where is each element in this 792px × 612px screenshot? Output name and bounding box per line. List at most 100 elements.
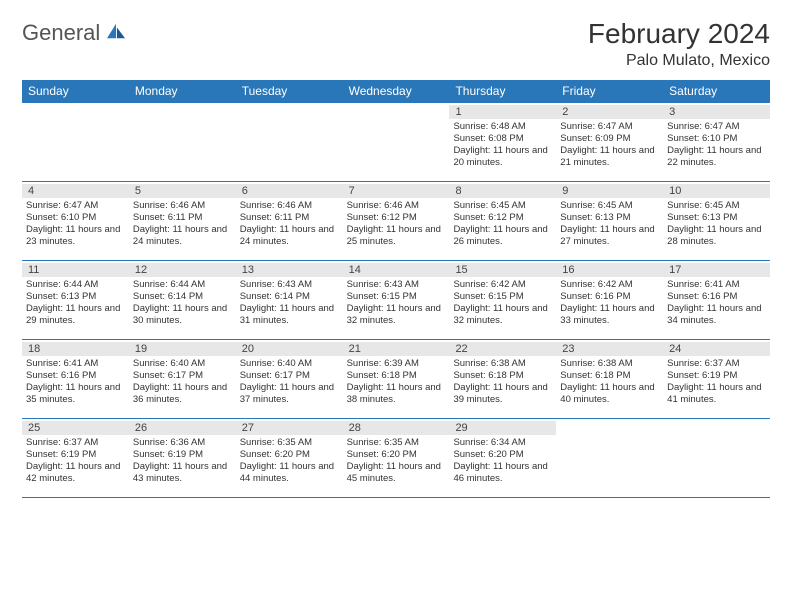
day-cell: 8 Sunrise: 6:45 AMSunset: 6:12 PMDaylight…	[449, 182, 556, 260]
day-number: 20	[236, 342, 343, 356]
day-info: Sunrise: 6:46 AMSunset: 6:11 PMDaylight:…	[133, 200, 232, 248]
day-cell: 21 Sunrise: 6:39 AMSunset: 6:18 PMDayligh…	[343, 340, 450, 418]
day-number: 15	[449, 263, 556, 277]
day-number: 17	[663, 263, 770, 277]
header: General Blue February 2024 Palo Mulato, …	[22, 18, 770, 70]
day-info: Sunrise: 6:48 AMSunset: 6:08 PMDaylight:…	[453, 121, 552, 169]
day-cell: 27Sunrise: 6:35 AMSunset: 6:20 PMDayligh…	[236, 419, 343, 497]
day-number: 6	[236, 184, 343, 198]
day-cell: 19 Sunrise: 6:40 AMSunset: 6:17 PMDayligh…	[129, 340, 236, 418]
day-info: Sunrise: 6:38 AMSunset: 6:18 PMDaylight:…	[560, 358, 659, 406]
day-header: Thursday	[449, 80, 556, 102]
day-cell: 15Sunrise: 6:42 AMSunset: 6:15 PMDayligh…	[449, 261, 556, 339]
day-info: Sunrise: 6:44 AMSunset: 6:14 PMDaylight:…	[133, 279, 232, 327]
day-info: Sunrise: 6:47 AMSunset: 6:10 PMDaylight:…	[667, 121, 766, 169]
day-number: 26	[129, 421, 236, 435]
day-number: 28	[343, 421, 450, 435]
day-info: Sunrise: 6:37 AMSunset: 6:19 PMDaylight:…	[26, 437, 125, 485]
day-number	[22, 105, 129, 119]
day-cell: 16 Sunrise: 6:42 AMSunset: 6:16 PMDayligh…	[556, 261, 663, 339]
day-info: Sunrise: 6:46 AMSunset: 6:11 PMDaylight:…	[240, 200, 339, 248]
day-number	[343, 105, 450, 119]
day-number: 19	[129, 342, 236, 356]
day-cell: 18Sunrise: 6:41 AMSunset: 6:16 PMDayligh…	[22, 340, 129, 418]
day-cell: 28 Sunrise: 6:35 AMSunset: 6:20 PMDayligh…	[343, 419, 450, 497]
calendar-bottom-border	[22, 497, 770, 498]
day-cell: 25Sunrise: 6:37 AMSunset: 6:19 PMDayligh…	[22, 419, 129, 497]
day-number: 10	[663, 184, 770, 198]
empty-cell	[22, 103, 129, 181]
day-cell: 6 Sunrise: 6:46 AMSunset: 6:11 PMDaylight…	[236, 182, 343, 260]
day-header: Wednesday	[343, 80, 450, 102]
day-cell: 14 Sunrise: 6:43 AMSunset: 6:15 PMDayligh…	[343, 261, 450, 339]
day-info: Sunrise: 6:46 AMSunset: 6:12 PMDaylight:…	[347, 200, 446, 248]
day-header: Friday	[556, 80, 663, 102]
day-number	[129, 105, 236, 119]
week-row: 1 Sunrise: 6:48 AMSunset: 6:08 PMDaylight…	[22, 102, 770, 181]
day-info: Sunrise: 6:43 AMSunset: 6:14 PMDaylight:…	[240, 279, 339, 327]
day-number: 22	[449, 342, 556, 356]
title-block: February 2024 Palo Mulato, Mexico	[588, 18, 770, 70]
day-cell: 20 Sunrise: 6:40 AMSunset: 6:17 PMDayligh…	[236, 340, 343, 418]
day-info: Sunrise: 6:45 AMSunset: 6:13 PMDaylight:…	[560, 200, 659, 248]
day-cell: 24 Sunrise: 6:37 AMSunset: 6:19 PMDayligh…	[663, 340, 770, 418]
day-info: Sunrise: 6:44 AMSunset: 6:13 PMDaylight:…	[26, 279, 125, 327]
day-number: 7	[343, 184, 450, 198]
logo-sail-icon	[105, 22, 127, 40]
day-number: 13	[236, 263, 343, 277]
day-number: 12	[129, 263, 236, 277]
week-row: 25Sunrise: 6:37 AMSunset: 6:19 PMDayligh…	[22, 418, 770, 497]
day-number: 21	[343, 342, 450, 356]
day-info: Sunrise: 6:45 AMSunset: 6:12 PMDaylight:…	[453, 200, 552, 248]
day-cell: 17 Sunrise: 6:41 AMSunset: 6:16 PMDayligh…	[663, 261, 770, 339]
day-info: Sunrise: 6:35 AMSunset: 6:20 PMDaylight:…	[347, 437, 446, 485]
day-cell: 7 Sunrise: 6:46 AMSunset: 6:12 PMDaylight…	[343, 182, 450, 260]
day-info: Sunrise: 6:47 AMSunset: 6:09 PMDaylight:…	[560, 121, 659, 169]
day-number: 14	[343, 263, 450, 277]
week-row: 4 Sunrise: 6:47 AMSunset: 6:10 PMDaylight…	[22, 181, 770, 260]
day-info: Sunrise: 6:41 AMSunset: 6:16 PMDaylight:…	[667, 279, 766, 327]
day-info: Sunrise: 6:47 AMSunset: 6:10 PMDaylight:…	[26, 200, 125, 248]
week-row: 11Sunrise: 6:44 AMSunset: 6:13 PMDayligh…	[22, 260, 770, 339]
day-cell: 9 Sunrise: 6:45 AMSunset: 6:13 PMDaylight…	[556, 182, 663, 260]
month-title: February 2024	[588, 18, 770, 50]
day-info: Sunrise: 6:43 AMSunset: 6:15 PMDaylight:…	[347, 279, 446, 327]
day-number: 9	[556, 184, 663, 198]
day-cell: 29Sunrise: 6:34 AMSunset: 6:20 PMDayligh…	[449, 419, 556, 497]
day-cell: 1 Sunrise: 6:48 AMSunset: 6:08 PMDaylight…	[449, 103, 556, 181]
day-number: 8	[449, 184, 556, 198]
day-number: 27	[236, 421, 343, 435]
day-number	[663, 421, 770, 435]
day-header: Saturday	[663, 80, 770, 102]
day-info: Sunrise: 6:40 AMSunset: 6:17 PMDaylight:…	[240, 358, 339, 406]
empty-cell	[663, 419, 770, 497]
day-info: Sunrise: 6:42 AMSunset: 6:16 PMDaylight:…	[560, 279, 659, 327]
location-label: Palo Mulato, Mexico	[588, 52, 770, 70]
day-number: 4	[22, 184, 129, 198]
day-number	[556, 421, 663, 435]
day-header: Sunday	[22, 80, 129, 102]
calendar: SundayMondayTuesdayWednesdayThursdayFrid…	[22, 80, 770, 498]
day-number: 24	[663, 342, 770, 356]
day-cell: 11Sunrise: 6:44 AMSunset: 6:13 PMDayligh…	[22, 261, 129, 339]
day-info: Sunrise: 6:39 AMSunset: 6:18 PMDaylight:…	[347, 358, 446, 406]
empty-cell	[129, 103, 236, 181]
day-info: Sunrise: 6:40 AMSunset: 6:17 PMDaylight:…	[133, 358, 232, 406]
day-number: 16	[556, 263, 663, 277]
empty-cell	[236, 103, 343, 181]
day-number: 2	[556, 105, 663, 119]
day-cell: 2 Sunrise: 6:47 AMSunset: 6:09 PMDaylight…	[556, 103, 663, 181]
day-cell: 5Sunrise: 6:46 AMSunset: 6:11 PMDaylight…	[129, 182, 236, 260]
logo: General Blue	[22, 22, 127, 64]
day-cell: 22Sunrise: 6:38 AMSunset: 6:18 PMDayligh…	[449, 340, 556, 418]
day-info: Sunrise: 6:45 AMSunset: 6:13 PMDaylight:…	[667, 200, 766, 248]
day-info: Sunrise: 6:37 AMSunset: 6:19 PMDaylight:…	[667, 358, 766, 406]
day-info: Sunrise: 6:36 AMSunset: 6:19 PMDaylight:…	[133, 437, 232, 485]
day-number: 23	[556, 342, 663, 356]
day-info: Sunrise: 6:41 AMSunset: 6:16 PMDaylight:…	[26, 358, 125, 406]
day-number: 1	[449, 105, 556, 119]
day-cell: 26 Sunrise: 6:36 AMSunset: 6:19 PMDayligh…	[129, 419, 236, 497]
day-header-row: SundayMondayTuesdayWednesdayThursdayFrid…	[22, 80, 770, 102]
logo-text-general: General	[22, 20, 100, 45]
week-row: 18Sunrise: 6:41 AMSunset: 6:16 PMDayligh…	[22, 339, 770, 418]
